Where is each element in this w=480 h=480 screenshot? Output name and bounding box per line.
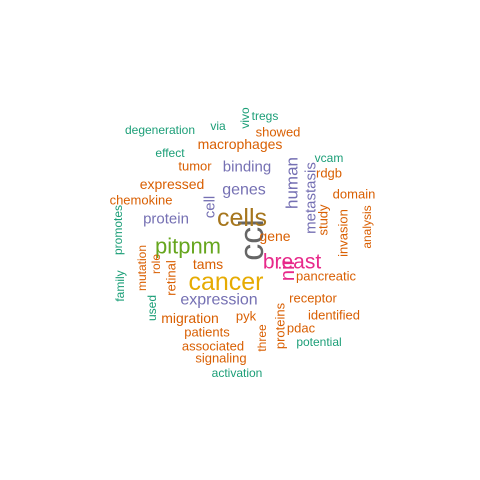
word-signaling: signaling [195,351,246,366]
word-macrophages: macrophages [198,136,283,152]
word-chemokine: chemokine [110,193,173,208]
word-mutation: mutation [135,245,149,291]
word-tregs: tregs [252,109,279,123]
word-patients: patients [184,325,230,340]
word-expressed: expressed [140,176,205,192]
word-ccl: ccl [233,219,271,261]
word-used: used [145,295,159,321]
word-pdac: pdac [287,321,316,336]
word-tumor: tumor [178,159,212,174]
word-activation: activation [212,366,263,380]
word-gene: gene [259,228,290,244]
word-cells: cells [217,204,267,232]
word-migration: migration [161,310,219,326]
word-domain: domain [333,187,376,202]
word-nir: nir [277,259,299,282]
word-rdgb: rdgb [316,166,342,181]
word-metastasis: metastasis [303,162,320,234]
word-breast: breast [263,251,322,274]
word-receptor: receptor [289,291,337,306]
word-invasion: invasion [336,209,351,257]
word-genes: genes [222,182,266,199]
word-pitpnm: pitpnm [155,234,221,259]
word-tams: tams [193,256,223,272]
word-identified: identified [308,308,360,323]
word-vcam: vcam [315,151,344,165]
word-retinal: retinal [164,260,179,296]
word-three: three [255,324,269,352]
word-cell: cell [202,196,219,219]
word-vivo: vivo [238,107,252,129]
word-family: family [113,270,127,301]
word-expression: expression [180,292,257,309]
word-associated: associated [182,339,244,354]
word-pyk: pyk [236,309,257,324]
word-degeneration: degeneration [125,123,195,137]
word-protein: protein [143,211,189,228]
word-promotes: promotes [111,205,125,255]
word-via: via [210,119,226,133]
word-proteins: proteins [273,302,288,349]
word-binding: binding [223,159,271,176]
word-showed: showed [256,125,301,140]
word-effect: effect [155,146,185,160]
word-cancer: cancer [188,268,263,296]
word-role: role [149,254,163,274]
word-potential: potential [296,335,341,349]
word-human: human [283,157,302,209]
word-pancreatic: pancreatic [296,269,356,284]
word-analysis: analysis [360,205,374,248]
word-study: study [316,204,331,236]
